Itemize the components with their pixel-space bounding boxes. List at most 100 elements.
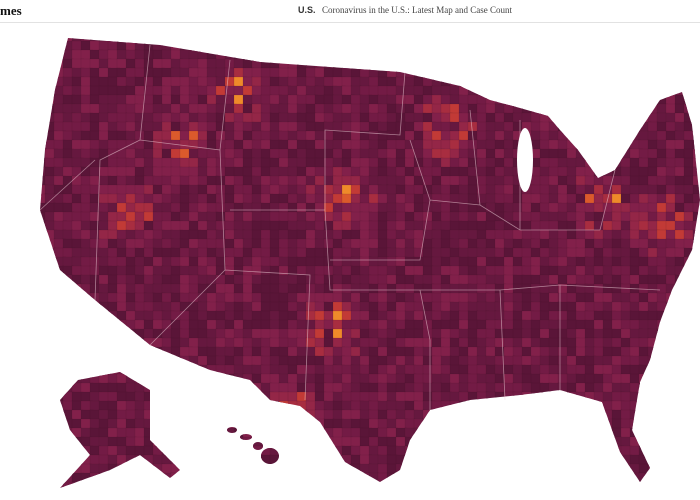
county <box>647 472 659 484</box>
county <box>575 364 586 376</box>
county <box>404 445 416 459</box>
county <box>242 400 254 412</box>
county <box>449 49 462 60</box>
county <box>269 427 282 439</box>
county <box>44 58 56 71</box>
county <box>449 481 461 488</box>
county <box>270 23 280 34</box>
county <box>648 491 659 500</box>
county <box>9 473 19 485</box>
county <box>152 418 163 430</box>
county <box>584 463 597 476</box>
county <box>18 338 30 350</box>
county <box>152 373 166 386</box>
county <box>566 94 578 107</box>
county <box>413 49 426 60</box>
county <box>450 23 462 35</box>
county <box>377 202 388 214</box>
county <box>40 391 49 403</box>
county <box>575 94 589 106</box>
county <box>656 481 670 488</box>
county <box>216 491 227 500</box>
county <box>27 437 37 447</box>
county <box>27 347 38 359</box>
county <box>251 481 265 488</box>
county <box>27 167 39 178</box>
county <box>485 400 496 413</box>
county <box>44 121 55 133</box>
county <box>557 472 568 484</box>
county <box>126 491 138 500</box>
county <box>467 436 481 450</box>
county <box>422 38 436 42</box>
county <box>513 491 523 500</box>
county <box>692 355 700 368</box>
county <box>0 131 10 143</box>
county <box>9 338 20 350</box>
county <box>620 472 631 484</box>
county <box>40 76 48 87</box>
county <box>449 454 462 467</box>
county <box>98 436 110 448</box>
county <box>539 418 553 430</box>
county <box>243 23 253 35</box>
county <box>18 95 28 106</box>
county <box>351 23 361 35</box>
county <box>683 481 695 488</box>
county <box>18 41 28 52</box>
county <box>152 436 164 448</box>
county <box>269 481 281 488</box>
county <box>683 319 697 333</box>
county <box>296 418 309 431</box>
county <box>161 355 173 367</box>
county <box>575 409 589 421</box>
county <box>683 58 695 70</box>
county <box>683 130 696 141</box>
county <box>0 203 10 213</box>
county <box>81 491 93 500</box>
county <box>242 445 256 457</box>
county <box>179 373 192 384</box>
county <box>431 220 443 232</box>
county <box>0 185 12 195</box>
county <box>305 38 318 44</box>
county <box>630 491 641 500</box>
county <box>548 76 562 89</box>
county <box>422 445 435 459</box>
county <box>341 418 353 429</box>
county <box>287 445 299 459</box>
county <box>530 49 543 61</box>
county <box>476 418 488 430</box>
county <box>395 49 407 63</box>
county <box>557 436 569 447</box>
county <box>233 139 245 151</box>
county <box>188 472 201 483</box>
county <box>692 220 700 231</box>
county <box>206 481 220 488</box>
county <box>9 32 19 43</box>
county <box>413 400 425 412</box>
county <box>557 76 570 88</box>
county <box>27 419 38 429</box>
logo[interactable]: mes <box>0 3 22 18</box>
county <box>593 49 605 63</box>
county <box>206 472 219 483</box>
county <box>377 49 390 61</box>
county <box>53 310 65 323</box>
county <box>404 58 417 70</box>
county <box>557 103 570 117</box>
county <box>40 445 49 459</box>
county <box>584 382 595 394</box>
county <box>611 103 625 116</box>
county <box>540 23 550 34</box>
section-link[interactable]: U.S. <box>298 5 316 15</box>
county <box>486 491 497 500</box>
county <box>198 491 209 500</box>
county <box>692 130 700 143</box>
county <box>197 382 209 396</box>
county <box>40 400 48 412</box>
county <box>593 472 605 485</box>
county <box>134 472 147 484</box>
county <box>134 256 145 268</box>
county <box>125 346 136 360</box>
